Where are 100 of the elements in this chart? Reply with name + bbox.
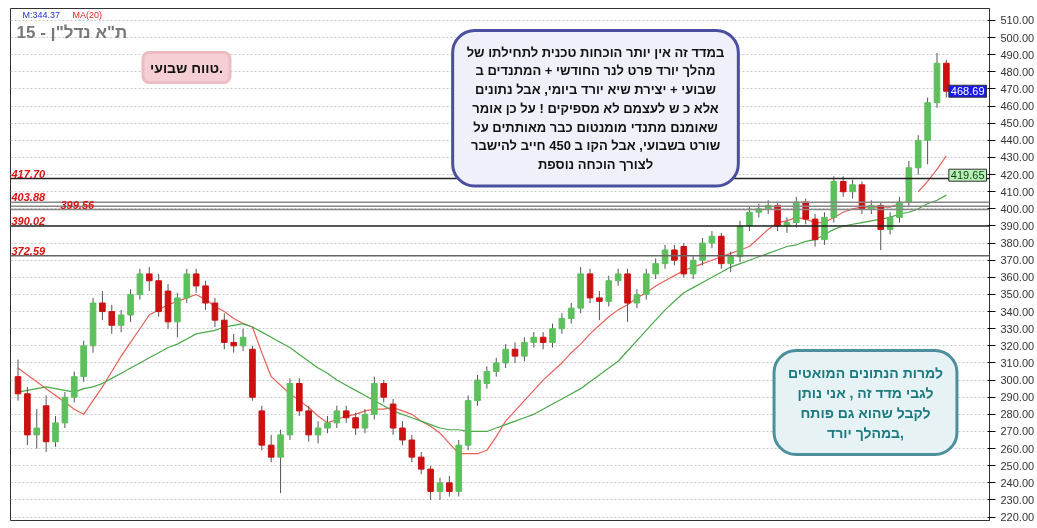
candlestick xyxy=(821,211,828,246)
annotation: MA(20) xyxy=(72,9,103,20)
candlestick xyxy=(417,451,425,475)
candlestick xyxy=(70,371,78,403)
candlestick xyxy=(605,275,613,307)
candlestick xyxy=(642,268,650,301)
annotation: 468.69 xyxy=(950,85,985,98)
candlestick xyxy=(277,429,284,494)
candlestick xyxy=(811,213,819,248)
y-tick-label: 440.00 xyxy=(1000,134,1035,147)
candlestick xyxy=(502,343,509,369)
annotation: במדד זה אין יותר הוכחות טכנית לתחילתו של מהלך יורד פרט לנר החודשי + המתנדים ב שבועי + יצירת שיא יורד ביומי, אבל נתונים אלא כ ש לעצמם לא מספיקים ! על כן אומר שאומנם מתנדי מומנטום כבר מאותתים על שורט בשבועי, אבל הקו ב 450 חייב להישבר לצורך הוכחה נוספת xyxy=(466,44,725,172)
candlestick xyxy=(145,266,153,292)
y-tick-label: 270.00 xyxy=(1000,425,1035,438)
candlestick xyxy=(333,405,341,429)
ref-line-label: 372.59 xyxy=(11,244,47,257)
candlestick xyxy=(521,336,528,362)
y-tick-label: 480.00 xyxy=(1000,65,1035,78)
annotation: M:344.37 xyxy=(22,9,61,20)
candlestick xyxy=(427,465,434,501)
candlestick xyxy=(380,379,388,403)
candlestick xyxy=(239,328,247,352)
candlestick xyxy=(511,341,519,364)
ref-line-label: 399.56 xyxy=(60,198,96,211)
y-tick-label: 220.00 xyxy=(1000,511,1035,524)
y-tick-label: 380.00 xyxy=(1000,237,1035,250)
candlestick xyxy=(183,268,191,304)
y-tick-label: 370.00 xyxy=(1000,254,1035,267)
y-tick-label: 360.00 xyxy=(1000,271,1035,284)
y-tick-label: 420.00 xyxy=(1000,168,1035,181)
candlestick xyxy=(127,288,134,323)
y-tick-label: 300.00 xyxy=(1000,374,1035,387)
candlestick xyxy=(446,475,453,498)
annotation: למרות הנתונים המואטים לגבי מדד זה , אני נותן לקבל שהוא גם פותח במהלך יורד, xyxy=(788,364,943,441)
ref-line-label: 417.70 xyxy=(10,167,47,180)
candlestick xyxy=(99,290,106,321)
candlestick xyxy=(117,309,125,333)
y-tick-label: 430.00 xyxy=(1000,151,1035,164)
candlestick xyxy=(211,297,219,328)
y-tick-label: 350.00 xyxy=(1000,288,1035,301)
candlestick xyxy=(708,230,716,249)
y-tick-label: 340.00 xyxy=(1000,305,1035,318)
y-tick-label: 230.00 xyxy=(1000,493,1035,506)
candlestick xyxy=(849,179,856,200)
y-tick-label: 310.00 xyxy=(1000,356,1035,369)
candlestick xyxy=(483,365,491,390)
y-tick-label: 510.00 xyxy=(1000,14,1035,27)
candlestick xyxy=(539,331,547,350)
candlestick xyxy=(839,175,847,198)
candlestick xyxy=(652,258,659,280)
candlestick xyxy=(436,477,444,501)
candlestick xyxy=(108,304,116,335)
y-tick-label: 410.00 xyxy=(1000,185,1035,198)
candlestick xyxy=(314,420,322,444)
ref-line-label: 390.02 xyxy=(11,214,46,227)
candlestick xyxy=(474,374,481,407)
y-tick-label: 260.00 xyxy=(1000,442,1035,455)
candlestick xyxy=(220,312,228,350)
candlestick xyxy=(14,359,22,402)
y-tick-label: 460.00 xyxy=(1000,100,1035,113)
ref-line-label: 403.88 xyxy=(10,191,47,204)
y-tick-label: 330.00 xyxy=(1000,322,1035,335)
candlestick xyxy=(689,254,697,280)
y-tick-label: 390.00 xyxy=(1000,219,1035,232)
y-tick-label: 500.00 xyxy=(1000,31,1035,44)
candlestick xyxy=(230,333,237,354)
candlestick xyxy=(408,434,416,463)
candlestick xyxy=(52,415,59,448)
candlestick xyxy=(174,292,181,338)
candlestick xyxy=(633,288,641,309)
candlestick xyxy=(267,434,275,463)
y-tick-label: 450.00 xyxy=(1000,117,1035,130)
y-tick-label: 290.00 xyxy=(1000,391,1035,404)
candlestick xyxy=(596,290,603,321)
y-tick-label: 320.00 xyxy=(1000,339,1035,352)
y-tick-label: 240.00 xyxy=(1000,476,1035,489)
y-tick-label: 280.00 xyxy=(1000,408,1035,421)
candlestick xyxy=(136,268,144,301)
candlestick xyxy=(33,408,41,450)
candlestick xyxy=(192,268,200,294)
candlestick xyxy=(352,412,359,436)
candlestick xyxy=(586,268,594,304)
candlestick xyxy=(492,357,500,378)
y-tick-label: 400.00 xyxy=(1000,202,1035,215)
candlestick xyxy=(567,302,575,325)
candlestick xyxy=(727,251,734,273)
candlestick xyxy=(549,323,556,349)
y-tick-label: 250.00 xyxy=(1000,459,1035,472)
candlestick xyxy=(558,312,566,335)
annotation: טווח שבועי. xyxy=(150,59,224,76)
text: ת"א נדל"ן - 15 xyxy=(16,22,128,42)
candlestick xyxy=(305,405,313,443)
y-tick-label: 470.00 xyxy=(1000,82,1035,95)
y-tick-label: 490.00 xyxy=(1000,48,1035,61)
candlestick xyxy=(389,398,397,436)
candlestick xyxy=(699,237,706,266)
candlestick xyxy=(399,420,406,446)
candlestick xyxy=(746,206,753,232)
candlestick xyxy=(202,280,209,311)
annotation: 419.65 xyxy=(950,169,985,182)
